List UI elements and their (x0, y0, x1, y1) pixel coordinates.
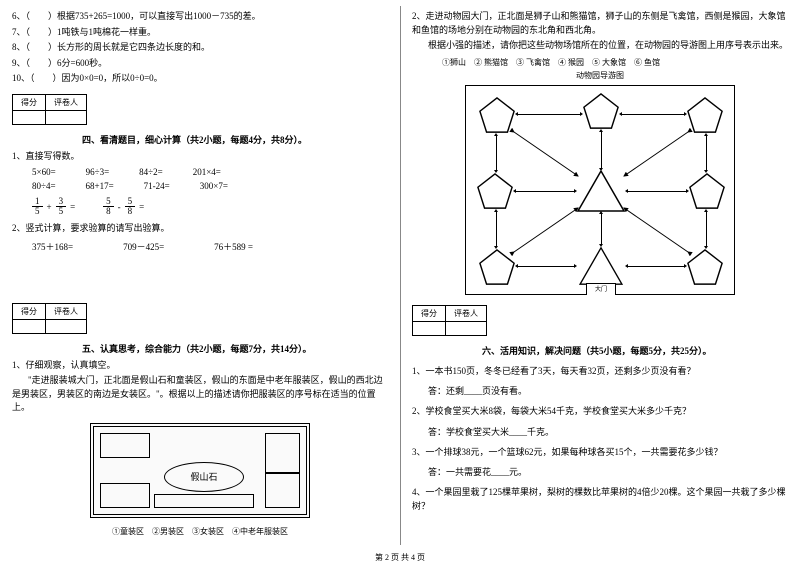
sec5-p1: 1、仔细观察，认真填空。 (12, 359, 388, 373)
grader-label: 评卷人 (46, 94, 87, 110)
vcalc-2: 709－425= (123, 240, 164, 253)
fraction-row: 15 + 35 = 58 - 58 = (32, 197, 388, 216)
equals-sign-2: = (139, 202, 144, 212)
section-6-title: 六、活用知识，解决问题（共5小题，每题5分，共25分）。 (482, 344, 788, 357)
shop-box-bt (154, 494, 254, 508)
q6-1-text: 1、一本书150页，冬冬已经看了3天，每天看32页，还剩多少页没有看？ (412, 365, 788, 379)
q6-1: 1、一本书150页，冬冬已经看了3天，每天看32页，还剩多少页没有看？ 答：还剩… (412, 365, 788, 398)
score-table-4: 得分评卷人 (12, 94, 87, 125)
frac-4: 58 (125, 197, 136, 216)
page-footer: 第 2 页 共 4 页 (0, 552, 800, 563)
q6-4: 4、一个果园里栽了125棵苹果树，梨树的棵数比苹果树的4倍少20棵。这个果园一共… (412, 486, 788, 513)
grader-blank (46, 110, 87, 124)
shop-box-bl (100, 483, 150, 508)
q6-4-text: 4、一个果园里栽了125棵苹果树，梨树的棵数比苹果树的4倍少20棵。这个果园一共… (412, 486, 788, 513)
calc-3: 84÷2= (139, 167, 163, 177)
score-blank (13, 110, 46, 124)
zoo-title: 动物园导游图 (412, 70, 788, 81)
left-column: 6、（ ）根据735+265=1000，可以直接写出1000－735的差。 7、… (0, 0, 400, 565)
section-5-title: 五、认真思考，综合能力（共2小题，每题7分，共14分）。 (82, 342, 388, 355)
zoo-legend: ①狮山 ② 熊猫馆 ③ 飞禽馆 ④ 猴园 ⑤ 大象馆 ⑥ 鱼馆 (442, 57, 788, 68)
q6-3-ans: 答：一共需要花____元。 (428, 465, 788, 478)
r-p2-desc: 根据小强的描述，请你把这些动物场馆所在的位置，在动物园的导游图上用序号表示出来。 (412, 39, 788, 53)
zoo-gate: 大门 (586, 283, 616, 295)
calc-row-2: 80÷4= 68+17= 71-24= 300×7= (32, 181, 388, 191)
zoo-diagonals (466, 86, 734, 294)
shop-rock: 假山石 (164, 462, 244, 492)
calc-6: 68+17= (86, 181, 114, 191)
shop-box-r1 (265, 433, 300, 473)
score-label-6: 得分 (413, 305, 446, 321)
shop-diagram: 假山石 (90, 423, 310, 518)
frac-1: 15 (32, 197, 43, 216)
q6-2-text: 2、学校食堂买大米8袋，每袋大米54千克，学校食堂买大米多少千克？ (412, 405, 788, 419)
sec5-desc: "走进服装城大门，正北面是假山石和童装区，假山的东面是中老年服装区，假山的西北边… (12, 374, 388, 415)
q6-1-ans: 答：还剩____页没有看。 (428, 384, 788, 397)
calc-8: 300×7= (200, 181, 228, 191)
frac-3: 58 (103, 197, 114, 216)
q6-3: 3、一个排球38元，一个篮球62元，如果每种球各买15个，一共需要花多少钱？ 答… (412, 446, 788, 479)
shop-box-tl (100, 433, 150, 458)
q6-3-text: 3、一个排球38元，一个篮球62元，如果每种球各买15个，一共需要花多少钱？ (412, 446, 788, 460)
score-label-5: 得分 (13, 303, 46, 319)
equals-sign: = (70, 202, 75, 212)
q6-2-ans: 答：学校食堂买大米____千克。 (428, 425, 788, 438)
sec4-p2: 2、竖式计算，要求验算的请写出验算。 (12, 222, 388, 236)
q10: 10、（ ）因为0×0=0，所以0÷0=0。 (12, 72, 388, 86)
score-table-5: 得分评卷人 (12, 303, 87, 334)
q7: 7、（ ）1吨铁与1吨棉花一样重。 (12, 26, 388, 40)
r-p2: 2、走进动物园大门，正北面是狮子山和熊猫馆，狮子山的东侧是飞禽馆，西侧是猴园，大… (412, 10, 788, 37)
grader-label-6: 评卷人 (446, 305, 487, 321)
zoo-diagram: 大门 (465, 85, 735, 295)
minus-sign: - (118, 202, 121, 212)
frac-2: 35 (56, 197, 67, 216)
sec4-p1: 1、直接写得数。 (12, 150, 388, 164)
calc-2: 96÷3= (86, 167, 110, 177)
score-table-6: 得分评卷人 (412, 305, 487, 336)
calc-7: 71-24= (144, 181, 170, 191)
vcalc-1: 375＋168= (32, 240, 73, 253)
right-column: 2、走进动物园大门，正北面是狮子山和熊猫馆，狮子山的东侧是飞禽馆，西侧是猴园，大… (400, 0, 800, 565)
calc-5: 80÷4= (32, 181, 56, 191)
q8: 8、（ ）长方形的周长就是它四条边长度的和。 (12, 41, 388, 55)
q6: 6、（ ）根据735+265=1000，可以直接写出1000－735的差。 (12, 10, 388, 24)
q9: 9、（ ）6分=600秒。 (12, 57, 388, 71)
score-label: 得分 (13, 94, 46, 110)
shop-legend: ①童装区 ②男装区 ③女装区 ④中老年服装区 (12, 526, 388, 537)
plus-sign: + (47, 202, 52, 212)
grader-label-5: 评卷人 (46, 303, 87, 319)
section-4-title: 四、看清题目，细心计算（共2小题，每题4分，共8分）。 (82, 133, 388, 146)
q6-2: 2、学校食堂买大米8袋，每袋大米54千克，学校食堂买大米多少千克？ 答：学校食堂… (412, 405, 788, 438)
vertical-calc-row: 375＋168= 709－425= 76＋589 = (32, 240, 388, 253)
calc-row-1: 5×60= 96÷3= 84÷2= 201×4= (32, 167, 388, 177)
calc-4: 201×4= (193, 167, 221, 177)
calc-1: 5×60= (32, 167, 56, 177)
vcalc-3: 76＋589 = (214, 240, 253, 253)
shop-box-r2 (265, 473, 300, 508)
